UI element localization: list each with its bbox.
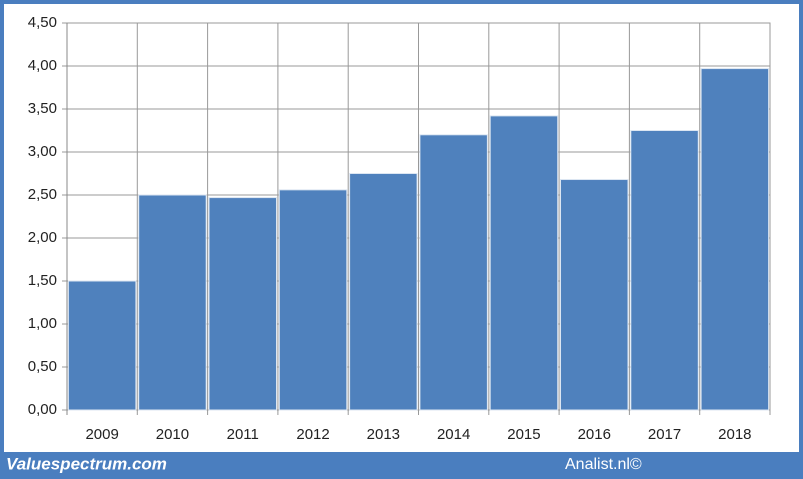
y-tick-label: 1,50	[28, 272, 57, 289]
y-tick-label: 3,00	[28, 143, 57, 160]
bar	[700, 68, 770, 411]
x-tick-label: 2014	[437, 426, 470, 443]
y-tick-label: 2,50	[28, 186, 57, 203]
x-tick-label: 2016	[578, 426, 611, 443]
bar	[278, 189, 348, 411]
bar	[67, 280, 137, 411]
y-tick-label: 3,50	[28, 100, 57, 117]
credit: Analist.nl©	[565, 456, 642, 473]
x-tick-label: 2015	[507, 426, 540, 443]
source: Valuespectrum.com	[6, 454, 167, 473]
bar	[419, 134, 488, 411]
y-tick-label: 0,50	[28, 358, 57, 375]
bar	[349, 173, 418, 411]
y-tick-label: 2,00	[28, 229, 57, 246]
x-tick-label: 2010	[156, 426, 189, 443]
x-tick-label: 2012	[296, 426, 329, 443]
bar	[138, 194, 207, 411]
x-tick-label: 2018	[718, 426, 751, 443]
bar	[630, 130, 699, 411]
y-tick-label: 1,00	[28, 315, 57, 332]
x-tick-label: 2009	[85, 426, 118, 443]
y-tick-label: 4,50	[28, 14, 57, 31]
y-tick-label: 0,00	[28, 401, 57, 418]
x-tick-label: 2011	[227, 426, 259, 443]
bar	[489, 115, 559, 411]
x-tick-label: 2013	[367, 426, 400, 443]
x-tick-label: 2017	[648, 426, 681, 443]
y-tick-label: 4,00	[28, 57, 57, 74]
bar	[560, 179, 629, 411]
bar	[208, 197, 277, 411]
